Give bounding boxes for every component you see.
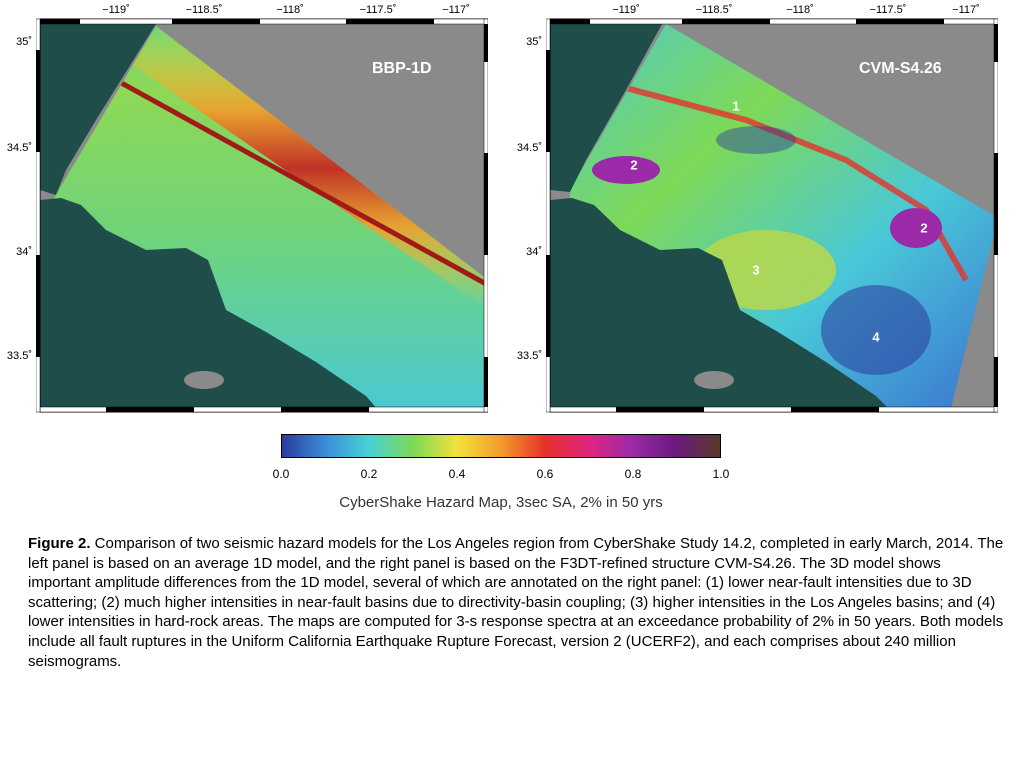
figure-caption-text: Comparison of two seismic hazard models …	[28, 535, 1004, 670]
annotation-label: 2	[630, 157, 638, 173]
x-tick-label: −118˚	[276, 4, 304, 16]
map-frame	[546, 18, 998, 413]
colorbar-caption: CyberShake Hazard Map, 3sec SA, 2% in 50…	[339, 494, 663, 511]
y-tick-label: 34˚	[16, 246, 32, 258]
x-tick-label: −118.5˚	[695, 4, 733, 16]
annotation-label: 2	[920, 220, 928, 236]
colorbar-tick-label: 0.2	[360, 467, 378, 481]
annotation-label: 3	[752, 262, 760, 278]
colorbar-tick-label: 1.0	[712, 467, 730, 481]
x-tick-label: −117˚	[952, 4, 980, 16]
ocean	[550, 24, 890, 410]
hard-rock-low-zone	[821, 285, 931, 375]
y-tick-label: 33.5˚	[6, 350, 32, 362]
figure-caption: Figure 2. Comparison of two seismic haza…	[28, 534, 1004, 671]
catalina-island	[694, 371, 734, 389]
near-fault-low-zone	[716, 126, 796, 154]
colorbar	[281, 434, 721, 458]
san-andreas-fault-trace	[114, 77, 488, 288]
y-tick-label: 35˚	[526, 36, 542, 48]
panel-title: BBP-1D	[372, 60, 432, 77]
x-tick-label: −117.5˚	[359, 4, 397, 16]
x-tick-label: −117˚	[442, 4, 470, 16]
basin-hotspot-east	[890, 208, 942, 248]
x-tick-label: −118˚	[786, 4, 814, 16]
x-tick-label: −119˚	[102, 4, 130, 16]
colorbar-tick-label: 0.0	[272, 467, 290, 481]
ocean	[40, 24, 378, 410]
y-tick-label: 34.5˚	[516, 142, 542, 154]
x-tick-label: −119˚	[612, 4, 640, 16]
fault-zone-high-intensity	[126, 26, 488, 310]
ocean-northwest	[550, 24, 662, 192]
colorbar-tick-label: 0.4	[448, 467, 466, 481]
annotation-label: 1	[732, 98, 740, 114]
panel-title: CVM-S4.26	[859, 60, 942, 77]
map-panel-cvm-s4-26: −119˚ −118.5˚ −118˚ −117.5˚ −117˚ 35˚ 34…	[517, 4, 998, 420]
x-tick-label: −117.5˚	[869, 4, 907, 16]
colorbar-tick-label: 0.8	[624, 467, 642, 481]
basin-hotspot-west	[592, 156, 660, 184]
y-tick-label: 34.5˚	[6, 142, 32, 154]
y-tick-label: 35˚	[16, 36, 32, 48]
map-frame	[36, 18, 488, 413]
y-tick-label: 33.5˚	[516, 350, 542, 362]
annotation-label: 4	[872, 329, 880, 345]
y-tick-label: 34˚	[526, 246, 542, 258]
catalina-island	[184, 371, 224, 389]
colorbar-tick-label: 0.6	[536, 467, 554, 481]
hazard-map-cvm-s4-26	[546, 18, 998, 413]
x-tick-label: −118.5˚	[185, 4, 223, 16]
ocean-northwest	[40, 24, 156, 195]
hazard-map-bbp-1d	[36, 18, 488, 413]
map-panel-bbp-1d: −119˚ −118.5˚ −118˚ −117.5˚ −117˚ 35˚ 34…	[7, 4, 488, 420]
figure-label: Figure 2.	[28, 535, 91, 552]
